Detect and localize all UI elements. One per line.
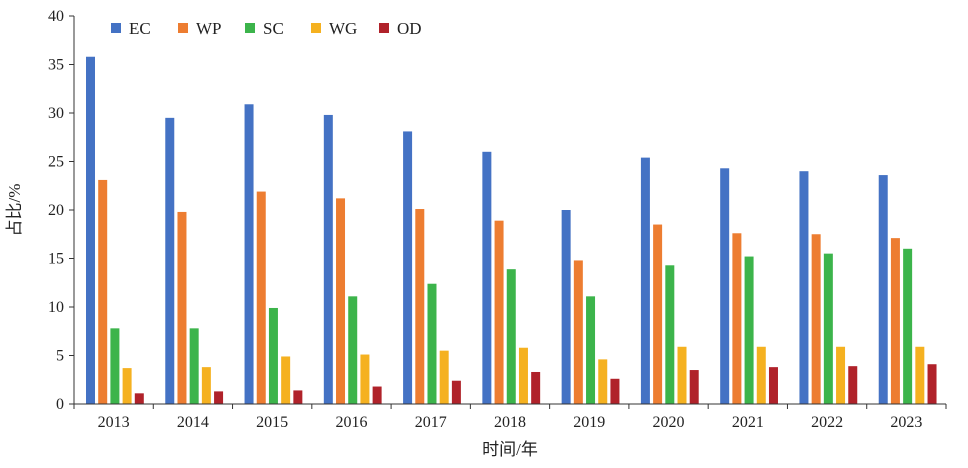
bar-sc-2020	[665, 265, 675, 404]
bar-od-2021	[768, 367, 778, 404]
bar-od-2020	[689, 370, 699, 404]
bar-od-2013	[134, 393, 144, 404]
bar-wg-2019	[598, 359, 608, 404]
bars	[86, 56, 937, 405]
legend-swatch-wp	[178, 23, 188, 33]
bar-wg-2015	[281, 356, 291, 404]
legend-label-wg: WG	[329, 19, 357, 38]
bar-wp-2020	[653, 224, 663, 404]
bar-sc-2016	[348, 296, 358, 404]
legend-label-ec: EC	[129, 19, 151, 38]
x-tick-label: 2023	[890, 414, 922, 431]
bar-ec-2013	[86, 56, 95, 405]
bar-wg-2014	[201, 367, 211, 404]
bar-od-2015	[293, 390, 303, 404]
bar-wg-2016	[360, 354, 370, 404]
bar-sc-2015	[268, 307, 278, 404]
bar-wp-2014	[177, 211, 187, 404]
bar-ec-2019	[561, 210, 571, 404]
bar-ec-2022	[799, 171, 809, 404]
legend-swatch-sc	[245, 23, 255, 33]
bar-wp-2015	[256, 191, 266, 404]
bar-wp-2017	[415, 209, 425, 404]
bar-wp-2023	[890, 238, 900, 404]
bar-ec-2017	[403, 131, 413, 404]
x-tick-label: 2019	[573, 414, 605, 431]
y-axis-ticks: 0 5 10 15 20 25 30 35 40	[48, 8, 74, 413]
bar-wp-2013	[98, 179, 108, 404]
bar-ec-2020	[640, 157, 650, 404]
bar-wg-2023	[915, 346, 925, 404]
bar-od-2018	[531, 371, 541, 404]
y-tick-label: 10	[48, 299, 64, 316]
bar-sc-2018	[506, 269, 516, 404]
bar-wg-2013	[122, 368, 132, 404]
bar-sc-2017	[427, 283, 437, 404]
bar-sc-2014	[189, 328, 199, 404]
y-tick-label: 25	[48, 154, 64, 171]
bar-wg-2017	[439, 350, 449, 404]
x-tick-label: 2020	[653, 414, 685, 431]
bar-od-2023	[927, 364, 937, 404]
bar-od-2017	[451, 380, 461, 404]
bar-wp-2018	[494, 220, 504, 404]
y-tick-label: 30	[48, 105, 64, 122]
bar-od-2019	[610, 378, 620, 404]
x-tick-label: 2013	[98, 414, 130, 431]
legend-swatch-wg	[311, 23, 321, 33]
legend-label-wp: WP	[196, 19, 222, 38]
bar-od-2014	[214, 391, 224, 404]
y-tick-label: 5	[56, 348, 64, 365]
y-tick-label: 35	[48, 57, 64, 74]
legend: EC WP SC WG OD	[111, 19, 422, 38]
x-tick-label: 2017	[415, 414, 447, 431]
x-tick-label: 2015	[256, 414, 288, 431]
bar-wp-2022	[811, 234, 821, 404]
bar-ec-2023	[878, 175, 888, 404]
bar-od-2022	[848, 366, 858, 404]
x-axis-title: 时间/年	[482, 440, 538, 459]
bar-ec-2021	[720, 168, 730, 404]
x-axis-ticks: 2013 2014 2015 2016 2017 2018 2019 2020 2021 2022…	[73, 404, 947, 431]
x-tick-label: 2014	[177, 414, 209, 431]
bar-od-2016	[372, 386, 382, 404]
bar-ec-2014	[165, 117, 175, 404]
bar-wg-2020	[677, 346, 687, 404]
x-tick-label: 2021	[732, 414, 764, 431]
bar-wp-2019	[573, 260, 583, 404]
x-tick-label: 2022	[811, 414, 843, 431]
bar-wg-2021	[756, 346, 766, 404]
bar-sc-2019	[586, 296, 596, 404]
bar-sc-2023	[903, 248, 913, 404]
y-tick-label: 40	[48, 8, 64, 25]
bar-ec-2016	[323, 114, 333, 404]
bar-sc-2013	[110, 328, 120, 404]
bar-wp-2021	[732, 233, 742, 404]
y-tick-label: 20	[48, 202, 64, 219]
y-tick-label: 15	[48, 251, 64, 268]
legend-label-sc: SC	[263, 19, 284, 38]
x-tick-label: 2016	[335, 414, 367, 431]
bar-ec-2018	[482, 151, 492, 404]
bar-sc-2021	[744, 256, 754, 404]
bar-wg-2022	[836, 346, 846, 404]
bar-wg-2018	[518, 347, 528, 404]
legend-swatch-od	[379, 23, 389, 33]
legend-swatch-ec	[111, 23, 121, 33]
bar-wp-2016	[336, 198, 346, 404]
y-axis-title: 占比/%	[5, 184, 24, 237]
bar-sc-2022	[823, 253, 833, 404]
legend-label-od: OD	[397, 19, 422, 38]
bar-ec-2015	[244, 104, 254, 405]
y-tick-label: 0	[56, 396, 64, 413]
x-tick-label: 2018	[494, 414, 526, 431]
